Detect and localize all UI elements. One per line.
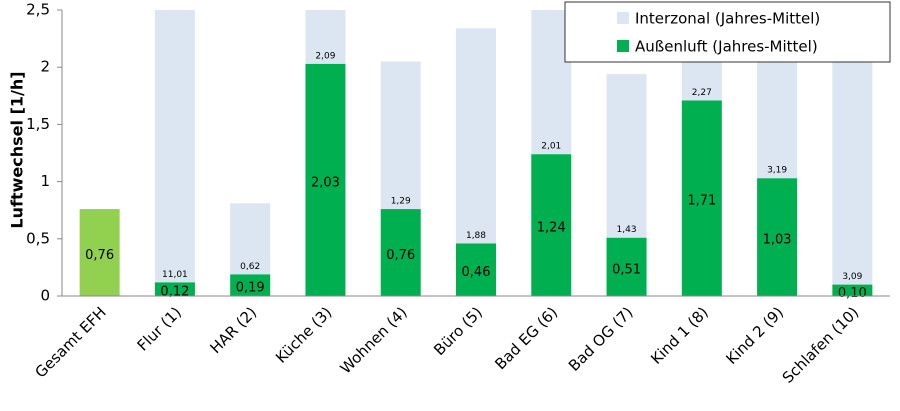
x-tick-label: Flur (1) — [134, 303, 185, 354]
x-tick-label: Schlafen (10) — [779, 303, 863, 387]
bar-segment — [154, 10, 195, 283]
x-tick-label: Küche (3) — [272, 303, 335, 366]
x-tick-label: Kind 1 (8) — [647, 303, 712, 368]
y-tick-label: 0 — [40, 287, 50, 305]
bar-segment — [230, 274, 271, 296]
data-label: 3,09 — [842, 272, 862, 282]
x-tick-label: Bad EG (6) — [491, 303, 561, 373]
y-tick-label: 2 — [40, 58, 50, 76]
data-label: 0,51 — [612, 262, 641, 277]
data-label: 1,24 — [537, 221, 566, 236]
y-tick-label: 1,5 — [26, 115, 50, 133]
data-label: 2,01 — [541, 142, 561, 152]
bar-segment — [380, 209, 421, 296]
bar-segment — [606, 74, 647, 238]
data-label: 1,29 — [391, 197, 411, 207]
bar-segment — [230, 203, 271, 275]
data-label: 0,46 — [462, 265, 491, 280]
data-label: 1,03 — [763, 233, 792, 248]
bar-segment — [79, 209, 120, 296]
data-label: 11,01 — [162, 270, 188, 280]
data-label: 2,03 — [311, 175, 340, 190]
data-label: 0,19 — [236, 281, 265, 296]
data-label: 3,19 — [767, 166, 787, 176]
bar-segment — [154, 282, 195, 296]
bar-segment — [456, 243, 496, 296]
data-label: 1,71 — [687, 194, 716, 209]
legend-swatch — [617, 40, 629, 52]
legend-label: Außenluft (Jahres-Mittel) — [635, 38, 818, 56]
bar-segment — [380, 61, 421, 210]
x-tick-label: Bad OG (7) — [565, 303, 637, 375]
x-tick-label: Kind 2 (9) — [723, 303, 788, 368]
bar-segment — [832, 284, 873, 296]
data-label: 0,76 — [85, 248, 114, 263]
bar-segment — [456, 28, 496, 244]
legend-label: Interzonal (Jahres-Mittel) — [635, 10, 820, 28]
x-tick-label: Wohnen (4) — [337, 303, 411, 377]
x-tick-label: HAR (2) — [206, 303, 260, 357]
bar-segment — [757, 178, 798, 296]
data-label: 1,88 — [466, 231, 486, 241]
data-label: 0,10 — [838, 286, 867, 301]
y-axis-label: Luftwechsel [1/h] — [8, 71, 27, 228]
bar-segment — [531, 154, 572, 296]
data-label: 1,43 — [617, 225, 637, 235]
data-label: 0,76 — [386, 248, 415, 263]
legend-swatch — [617, 12, 629, 24]
data-label: 0,12 — [160, 285, 189, 300]
bar-segment — [681, 100, 722, 296]
y-tick-label: 1 — [40, 172, 50, 190]
data-label: 2,09 — [315, 51, 335, 61]
data-label: 0,62 — [240, 262, 260, 272]
x-tick-label: Gesamt EFH — [32, 303, 110, 381]
bar-segment — [305, 63, 346, 296]
bar-segment — [305, 10, 346, 64]
data-label: 2,27 — [692, 88, 712, 98]
y-tick-label: 2,5 — [26, 1, 50, 19]
bar-segment — [606, 237, 647, 296]
x-tick-label: Büro (5) — [430, 303, 486, 359]
y-tick-label: 0,5 — [26, 229, 50, 247]
